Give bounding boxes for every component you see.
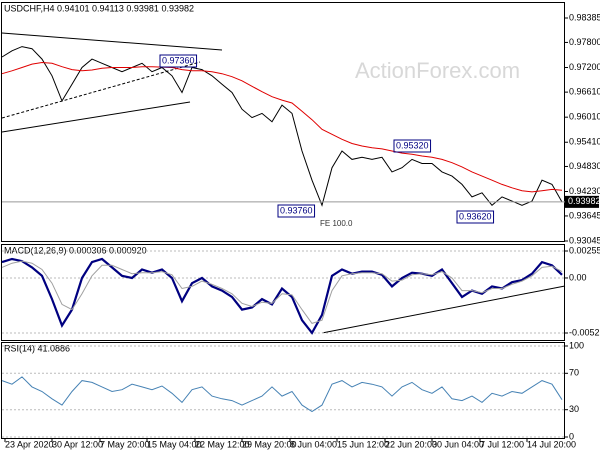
- annotation: 0.95320: [396, 140, 429, 150]
- price-panel: [1, 2, 565, 242]
- y-tick-label: 0.93645: [569, 210, 600, 220]
- last-price-label: 0.93982: [568, 196, 600, 206]
- y-tick-label: 0.94230: [569, 186, 600, 196]
- rsi-title: RSI(14) 41.0886: [4, 343, 70, 353]
- last-price-box: [565, 195, 599, 208]
- y-tick-label: 100: [569, 340, 584, 350]
- y-tick-label: 0.97200: [569, 62, 600, 72]
- y-tick-label: 0.96610: [569, 86, 600, 96]
- annotation: 0.97360: [162, 55, 195, 65]
- y-tick-label: 0.96010: [569, 112, 600, 122]
- y-tick-label: 0.97800: [569, 37, 600, 47]
- series-line: [1, 257, 563, 335]
- annotation-box: [456, 210, 495, 224]
- annotation: 0.93620: [459, 211, 492, 221]
- rsi-panel: [1, 342, 565, 439]
- price-title: USDCHF,H4 0.94101 0.94113 0.93981 0.9398…: [4, 3, 194, 13]
- x-tick-label: 30 Apr 12:00: [52, 439, 103, 449]
- series-line: [1, 376, 563, 413]
- x-tick-label: 30 Jun 04:00: [432, 439, 484, 449]
- y-tick-label: 0.93045: [569, 235, 600, 245]
- y-tick-label: 0.95410: [569, 137, 600, 147]
- annotation-box: [277, 204, 316, 218]
- y-tick-label: 0.002553: [569, 245, 600, 255]
- macd-panel: [1, 244, 565, 341]
- x-tick-label: 22 Jun 20:00: [385, 439, 437, 449]
- y-tick-label: -0.005212: [569, 327, 600, 337]
- watermark: ActionForex.com: [355, 58, 520, 83]
- x-tick-label: 23 Apr 2020: [5, 439, 54, 449]
- x-tick-label: 14 Jul 20:00: [527, 439, 576, 449]
- series-line: [1, 46, 563, 207]
- triangle-lower: [1, 101, 191, 133]
- x-tick-label: 15 Jun 12:00: [337, 439, 389, 449]
- triangle-upper: [1, 32, 223, 51]
- y-tick-label: 0.00: [569, 272, 587, 282]
- y-tick-label: 0.98385: [569, 12, 600, 22]
- series-line: [1, 260, 563, 324]
- x-tick-label: 7 May 20:00: [100, 439, 150, 449]
- x-tick-label: 22 May 12:00: [195, 439, 250, 449]
- y-tick-label: 70: [569, 368, 579, 378]
- annotation-box: [159, 54, 198, 68]
- annotation: FE 100.0: [320, 219, 353, 228]
- macd-trendline: [321, 285, 566, 334]
- annotation-box: [393, 139, 432, 153]
- annotation: 0.93760: [280, 205, 313, 215]
- x-tick-label: 8 Jun 04:00: [290, 439, 337, 449]
- macd-title: MACD(12,26,9) 0.000306 0.000920: [4, 245, 147, 255]
- y-tick-label: 0: [569, 431, 574, 441]
- x-tick-label: 7 Jul 12:00: [480, 439, 524, 449]
- x-tick-label: 15 May 04:00: [147, 439, 202, 449]
- series-line: [1, 61, 563, 193]
- y-tick-label: 0.94830: [569, 161, 600, 171]
- x-tick-label: 29 May 20:00: [242, 439, 297, 449]
- y-tick-label: 30: [569, 404, 579, 414]
